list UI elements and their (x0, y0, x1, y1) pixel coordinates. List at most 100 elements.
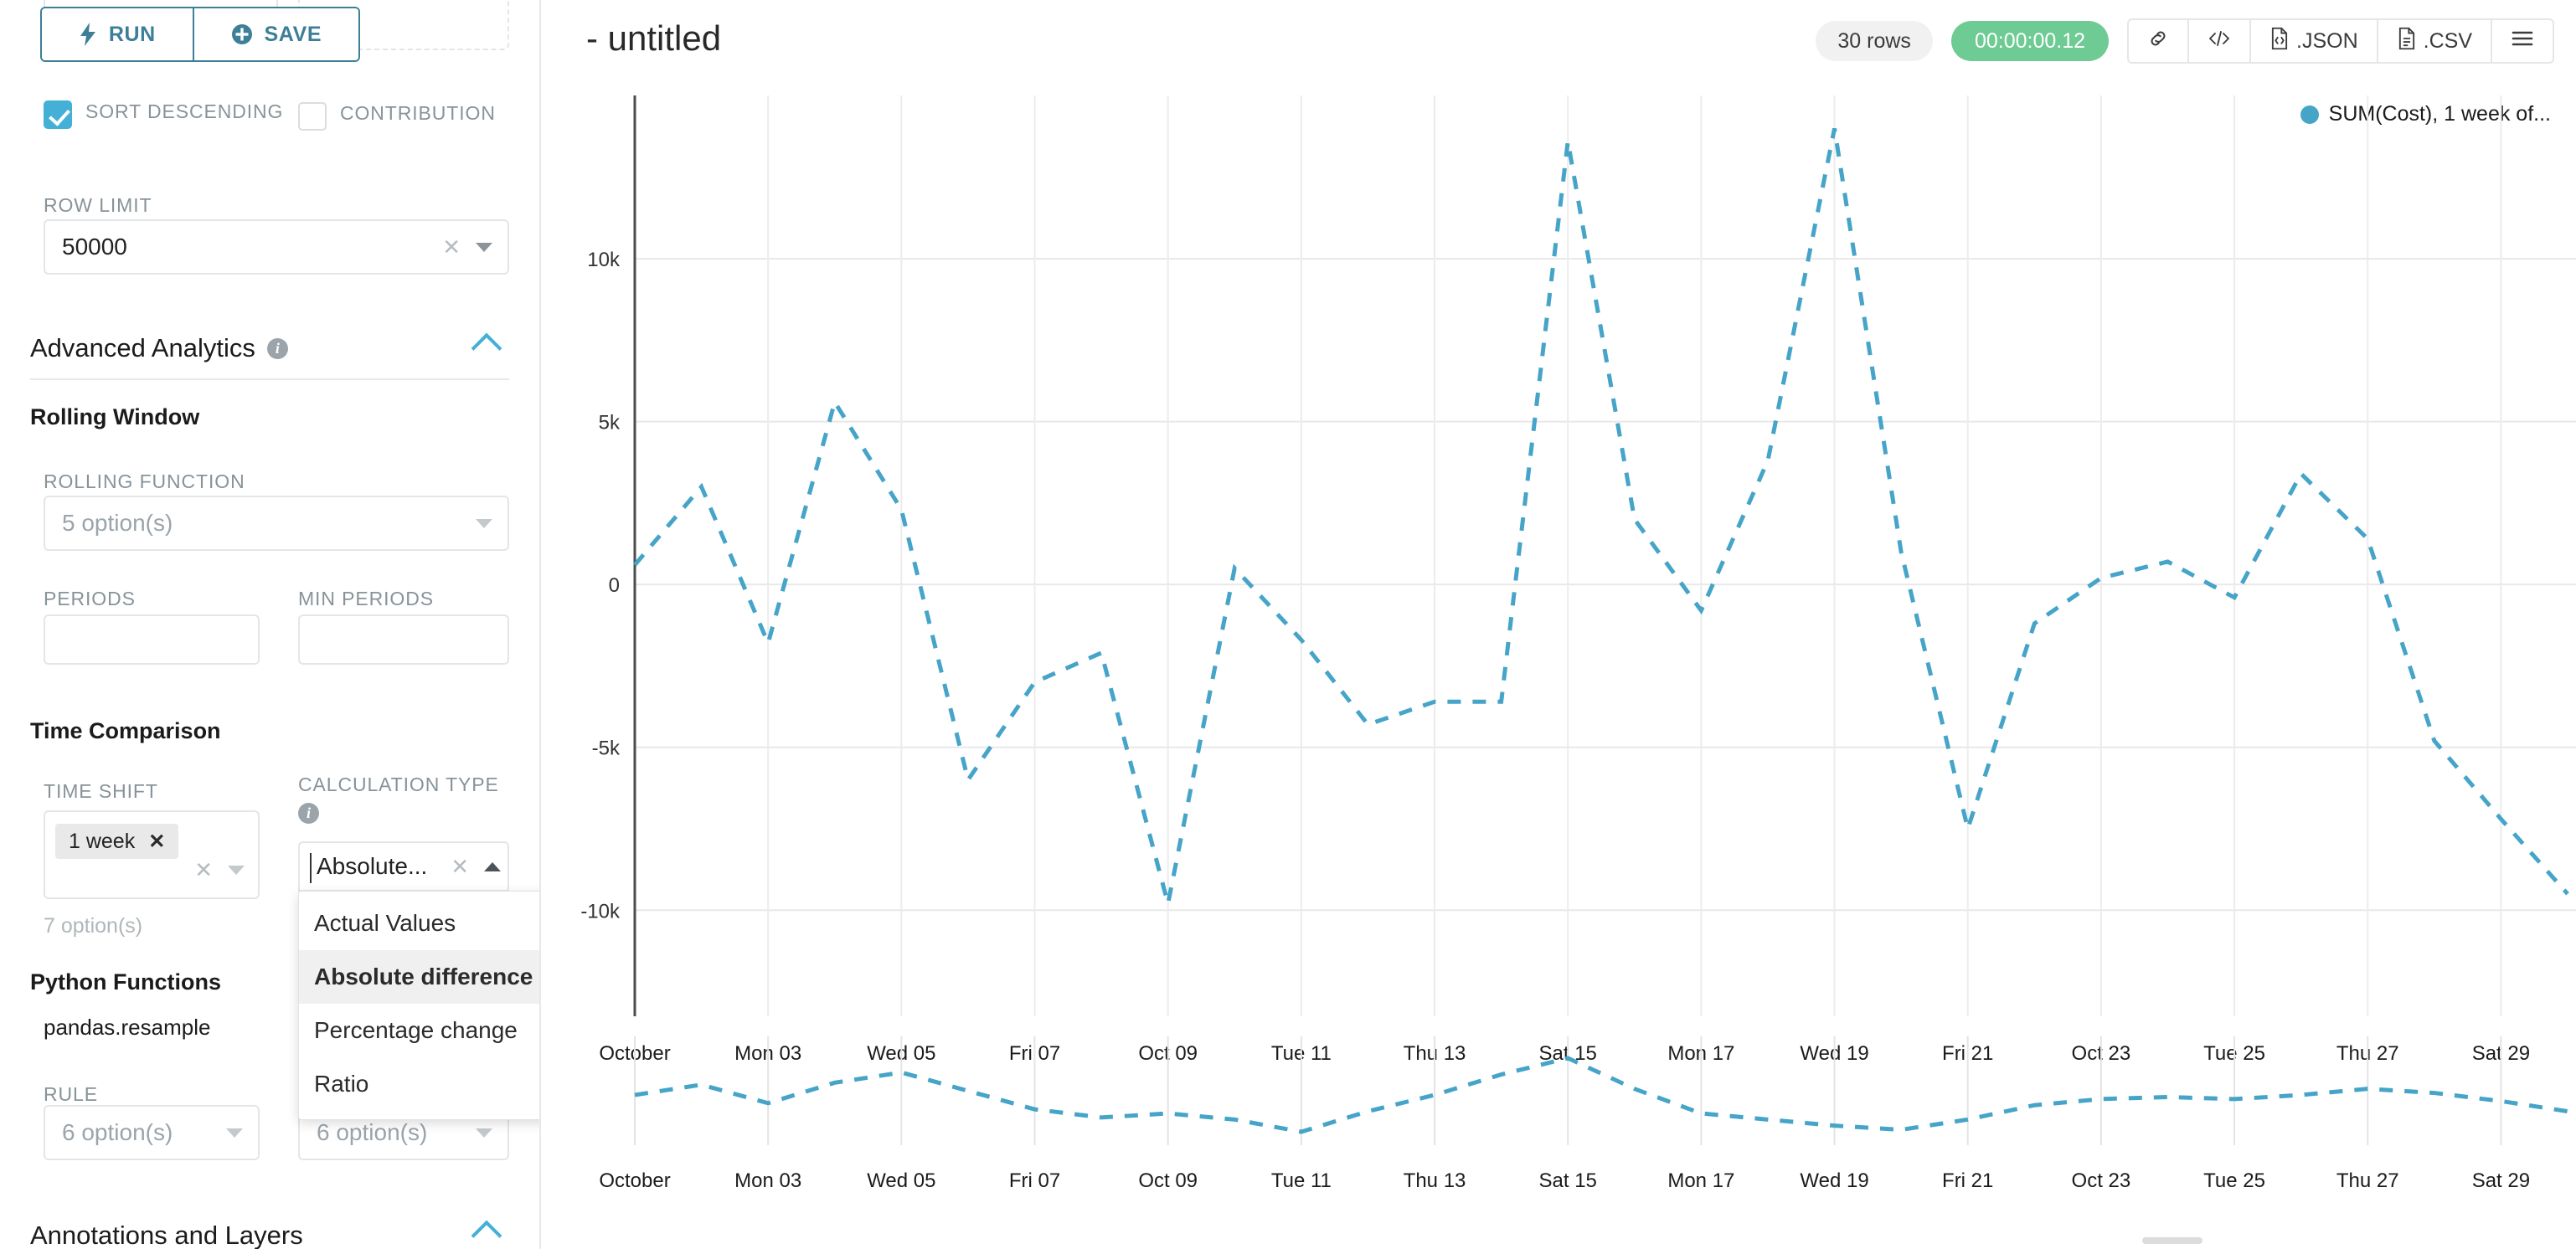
chevron-up-icon[interactable] (484, 861, 501, 871)
chevron-down-icon[interactable] (476, 1128, 492, 1138)
min-periods-label: MIN PERIODS (298, 588, 434, 609)
svg-text:October: October (599, 1169, 670, 1192)
sort-descending-checkbox-row[interactable]: SORT DESCENDING (44, 99, 283, 129)
json-file-icon (2269, 27, 2290, 56)
more-menu-button[interactable] (2492, 20, 2553, 62)
rolling-function-value: 5 option(s) (62, 510, 173, 536)
rule-select[interactable]: 6 option(s) (44, 1105, 260, 1160)
time-shift-select[interactable]: 1 week ✕ ✕ (44, 810, 260, 899)
save-button[interactable]: SAVE (193, 8, 358, 60)
svg-text:Thu 13: Thu 13 (1404, 1169, 1466, 1192)
sort-descending-checkbox[interactable] (44, 100, 72, 129)
python-functions-title: Python Functions (30, 969, 221, 995)
embed-code-button[interactable] (2189, 20, 2252, 62)
svg-text:Fri 21: Fri 21 (1942, 1169, 1993, 1192)
svg-text:Oct 23: Oct 23 (2072, 1169, 2131, 1192)
header-toolbar: 30 rows 00:00:00.12 (1816, 18, 2554, 64)
control-panel-sidebar: 7 option(s) SORT DESCENDING CONTRIBUTION… (0, 0, 541, 1249)
min-periods-input[interactable] (298, 614, 509, 665)
annotations-layers-header[interactable]: Annotations and Layers (30, 1220, 509, 1249)
method-actions (476, 1128, 499, 1138)
periods-input[interactable] (44, 614, 260, 665)
contribution-checkbox-row[interactable]: CONTRIBUTION (298, 100, 496, 131)
line-chart[interactable]: 10k 5k 0 -5k -10k October Mon 03 Wed 05 Fri 07 Oc… (543, 87, 2576, 1209)
clear-icon[interactable]: ✕ (194, 857, 213, 882)
svg-text:Mon 17: Mon 17 (1667, 1169, 1734, 1192)
calculation-type-label: CALCULATION TYPE i (298, 774, 509, 824)
run-save-button-group: RUN SAVE (40, 7, 360, 62)
lightning-bolt-icon (79, 23, 97, 46)
svg-text:-5k: -5k (592, 738, 621, 760)
time-shift-tag[interactable]: 1 week ✕ (55, 824, 179, 859)
chart-legend[interactable]: SUM(Cost), 1 week of... (2300, 102, 2551, 126)
rule-actions (226, 1128, 250, 1138)
chevron-up-icon[interactable] (471, 1220, 502, 1249)
advanced-analytics-header[interactable]: Advanced Analytics i (30, 332, 509, 364)
periods-label: PERIODS (44, 588, 136, 609)
text-cursor (310, 853, 312, 883)
page-title[interactable]: - untitled (586, 18, 722, 58)
menu-item-ratio[interactable]: Ratio (314, 1071, 369, 1097)
chevron-down-icon[interactable] (228, 865, 245, 875)
rolling-function-actions (476, 518, 499, 528)
menu-item-percentage-change[interactable]: Percentage change (314, 1017, 518, 1043)
rule-value: 6 option(s) (62, 1119, 173, 1145)
chevron-down-icon[interactable] (226, 1128, 243, 1138)
chevron-down-icon[interactable] (476, 242, 492, 252)
clear-icon[interactable]: ✕ (451, 854, 469, 879)
advanced-analytics-title: Advanced Analytics (30, 333, 255, 362)
svg-text:Wed 19: Wed 19 (1800, 1169, 1868, 1192)
svg-text:Fri 07: Fri 07 (1009, 1169, 1060, 1192)
svg-text:Tue 11: Tue 11 (1271, 1169, 1332, 1192)
menu-item-actual-values[interactable]: Actual Values (314, 910, 456, 936)
run-button-label: RUN (108, 22, 156, 46)
svg-text:10k: 10k (587, 249, 621, 271)
chart-action-button-group: .JSON .CSV (2127, 18, 2554, 64)
svg-text:Sat 29: Sat 29 (2472, 1169, 2530, 1192)
download-json-button[interactable]: .JSON (2251, 20, 2378, 62)
calculation-type-dropdown-menu[interactable]: Actual Values Absolute difference Percen… (298, 891, 539, 1120)
chevron-up-icon[interactable] (471, 332, 502, 364)
row-limit-select[interactable]: 50000 ✕ (44, 219, 509, 275)
link-icon (2147, 28, 2169, 55)
contribution-checkbox[interactable] (298, 102, 327, 131)
row-limit-value: 50000 (62, 234, 127, 260)
copy-link-button[interactable] (2129, 20, 2190, 62)
run-button[interactable]: RUN (42, 8, 194, 60)
rolling-function-select[interactable]: 5 option(s) (44, 496, 509, 551)
chevron-down-icon[interactable] (476, 518, 492, 528)
info-icon[interactable]: i (266, 337, 288, 359)
svg-text:Wed 05: Wed 05 (867, 1169, 935, 1192)
method-value: 6 option(s) (317, 1119, 428, 1145)
svg-text:-10k: -10k (580, 900, 621, 923)
rule-label: RULE (44, 1083, 98, 1105)
clear-icon[interactable]: ✕ (442, 234, 461, 260)
pandas-resample-label: pandas.resample (44, 1015, 211, 1040)
time-shift-options-note: 7 option(s) (44, 914, 143, 938)
plus-circle-icon (231, 23, 253, 45)
download-csv-button[interactable]: .CSV (2378, 20, 2492, 62)
svg-text:0: 0 (609, 574, 620, 597)
svg-text:Thu 27: Thu 27 (2336, 1169, 2399, 1192)
row-limit-actions: ✕ (442, 236, 499, 258)
contribution-label: CONTRIBUTION (340, 102, 496, 124)
hamburger-menu-icon (2511, 29, 2534, 54)
annotations-layers-title: Annotations and Layers (30, 1221, 303, 1249)
calculation-type-actions: ✕ (451, 856, 507, 877)
horizontal-scrollbar[interactable] (2142, 1237, 2202, 1244)
csv-file-icon (2397, 27, 2417, 56)
calculation-type-select[interactable]: Absolute... ✕ (298, 841, 509, 892)
info-icon[interactable]: i (298, 803, 319, 824)
section-divider (30, 378, 509, 380)
svg-text:Oct 09: Oct 09 (1138, 1169, 1198, 1192)
menu-item-absolute-difference[interactable]: Absolute difference (299, 950, 539, 1004)
svg-text:Tue 25: Tue 25 (2203, 1169, 2265, 1192)
time-shift-tag-label: 1 week (69, 829, 136, 853)
time-shift-actions: ✕ (194, 859, 245, 881)
remove-tag-icon[interactable]: ✕ (148, 830, 166, 853)
svg-text:5k: 5k (599, 412, 621, 434)
query-time-badge: 00:00:00.12 (1950, 21, 2110, 61)
download-json-label: .JSON (2296, 28, 2358, 53)
time-comparison-title: Time Comparison (30, 718, 221, 743)
